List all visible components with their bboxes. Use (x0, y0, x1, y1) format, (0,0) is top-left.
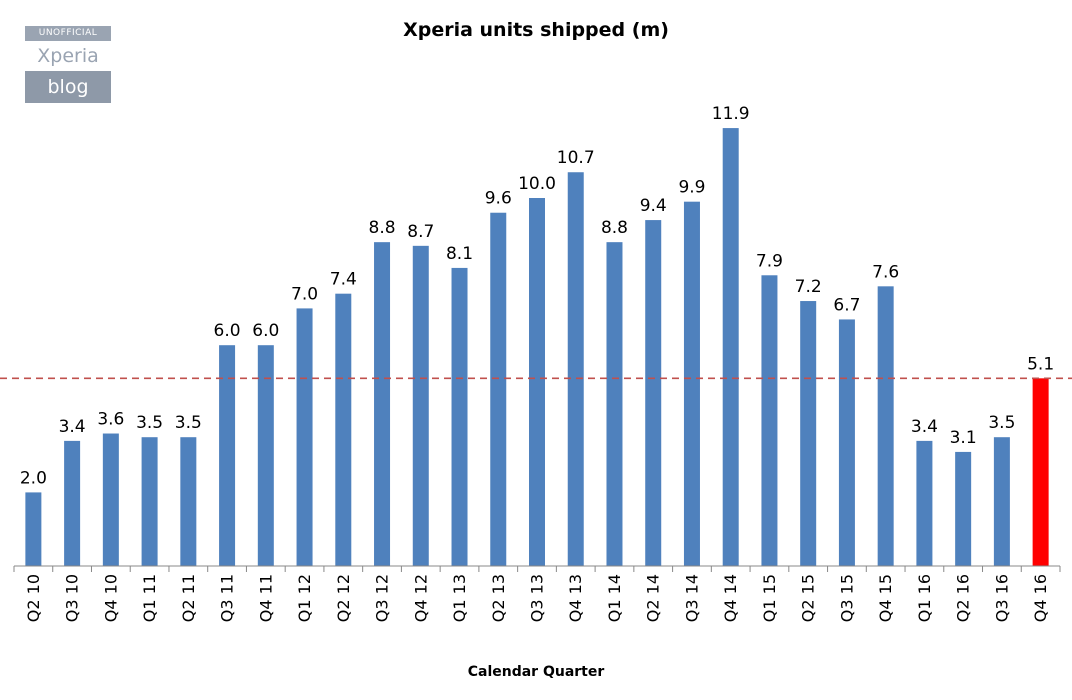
watermark-logo: UNOFFICIAL Xperia blog (25, 26, 111, 103)
value-label-2: 3.6 (97, 410, 124, 430)
bar-22 (877, 286, 894, 566)
bar-12 (490, 212, 507, 566)
value-label-26: 5.1 (1027, 354, 1054, 374)
x-tick-label-11: Q1 13 (450, 574, 469, 622)
value-label-15: 8.8 (601, 218, 628, 238)
value-labels-layer: 2.0 3.4 3.6 3.5 3.5 6.0 6.0 7.0 7.4 8.8 8.7 8.1 9.6 1… (20, 104, 1054, 488)
value-label-9: 8.8 (369, 218, 396, 238)
x-tick-label-5: Q3 11 (218, 574, 237, 622)
value-label-7: 7.0 (291, 284, 318, 304)
value-label-18: 11.9 (712, 104, 750, 124)
watermark-unofficial-label: UNOFFICIAL (25, 26, 111, 41)
bar-2 (102, 433, 119, 566)
value-label-16: 9.4 (640, 196, 667, 216)
value-label-14: 10.7 (557, 148, 595, 168)
bar-11 (451, 267, 468, 566)
bar-3 (141, 437, 158, 566)
bars-layer (25, 128, 1049, 567)
value-label-8: 7.4 (330, 270, 357, 290)
value-label-4: 3.5 (175, 413, 202, 433)
value-label-21: 6.7 (833, 295, 860, 315)
bar-1 (64, 440, 81, 566)
value-label-24: 3.1 (950, 428, 977, 448)
x-tick-label-8: Q2 12 (334, 574, 353, 622)
value-label-12: 9.6 (485, 189, 512, 209)
value-label-1: 3.4 (59, 417, 86, 437)
x-tick-labels-layer: Q2 10 Q3 10 Q4 10 Q1 11 Q2 11 Q3 11 Q4 11 Q1 12… (24, 574, 1050, 622)
watermark-xperia-label: Xperia (37, 45, 99, 67)
bar-25 (993, 437, 1010, 566)
value-label-10: 8.7 (407, 222, 434, 242)
x-tick-label-7: Q1 12 (295, 574, 314, 622)
value-label-17: 9.9 (678, 178, 705, 198)
bar-5 (219, 345, 236, 566)
watermark-blog-label: blog (25, 71, 111, 103)
x-tick-label-17: Q3 14 (682, 574, 701, 622)
value-label-22: 7.6 (872, 262, 899, 282)
x-tick-label-6: Q4 11 (256, 574, 275, 622)
bar-10 (412, 245, 429, 566)
bar-23 (916, 440, 933, 566)
bar-18 (722, 128, 739, 566)
x-tick-label-16: Q2 14 (644, 574, 663, 622)
value-label-3: 3.5 (136, 413, 163, 433)
x-tick-label-2: Q4 10 (101, 574, 120, 622)
x-tick-label-21: Q3 15 (837, 574, 856, 622)
chart-title: Xperia units shipped (m) (403, 19, 669, 41)
x-tick-label-14: Q4 13 (566, 574, 585, 622)
value-label-6: 6.0 (252, 321, 279, 341)
x-tick-label-25: Q3 16 (992, 574, 1011, 622)
bar-26 (1032, 378, 1049, 566)
x-tick-label-10: Q4 12 (411, 574, 430, 622)
bar-4 (180, 437, 197, 566)
value-label-25: 3.5 (988, 413, 1015, 433)
x-tick-label-23: Q1 16 (915, 574, 934, 622)
x-tick-label-1: Q3 10 (63, 574, 82, 622)
bar-24 (955, 451, 972, 566)
x-tick-label-26: Q4 16 (1031, 574, 1050, 622)
value-label-5: 6.0 (214, 321, 241, 341)
value-label-20: 7.2 (795, 277, 822, 297)
x-tick-label-20: Q2 15 (799, 574, 818, 622)
bar-20 (800, 301, 817, 566)
x-axis-title: Calendar Quarter (468, 664, 605, 680)
x-tick-label-3: Q1 11 (140, 574, 159, 622)
x-ticks-layer (13, 566, 1061, 572)
x-tick-label-12: Q2 13 (489, 574, 508, 622)
bar-8 (335, 293, 352, 566)
bar-13 (529, 198, 545, 566)
bar-9 (374, 242, 391, 566)
value-label-0: 2.0 (20, 468, 47, 488)
x-tick-label-13: Q3 13 (528, 574, 547, 622)
x-tick-label-22: Q4 15 (876, 574, 895, 622)
x-tick-label-24: Q2 16 (954, 574, 973, 622)
bar-16 (645, 220, 662, 566)
bar-15 (606, 242, 623, 566)
bar-0 (25, 492, 42, 566)
value-label-19: 7.9 (756, 251, 783, 271)
x-tick-label-18: Q4 14 (721, 574, 740, 622)
bar-21 (838, 319, 855, 566)
bar-14 (567, 172, 584, 567)
value-label-23: 3.4 (911, 417, 938, 437)
bar-17 (683, 201, 700, 566)
bar-7 (296, 308, 313, 566)
x-tick-label-4: Q2 11 (179, 574, 198, 622)
value-label-11: 8.1 (446, 244, 473, 264)
x-tick-label-15: Q1 14 (605, 574, 624, 622)
x-tick-label-19: Q1 15 (760, 574, 779, 622)
bar-19 (761, 275, 778, 566)
bar-6 (257, 345, 274, 566)
value-label-13: 10.0 (518, 174, 556, 194)
x-tick-label-9: Q3 12 (373, 574, 392, 622)
x-tick-label-0: Q2 10 (24, 574, 43, 622)
